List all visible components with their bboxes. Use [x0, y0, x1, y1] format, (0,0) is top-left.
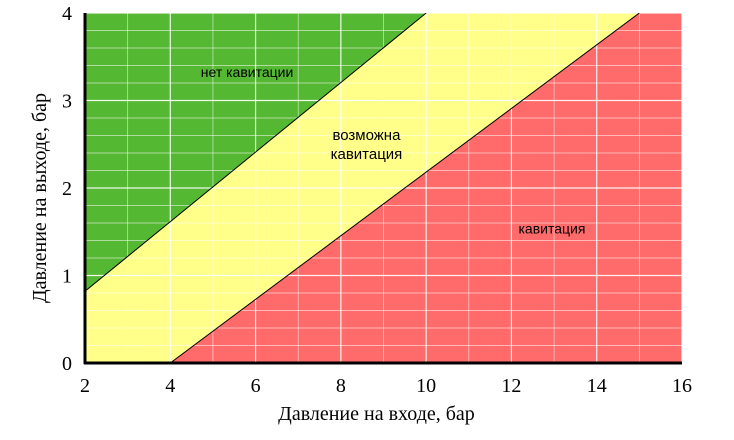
x-tick-label: 8	[336, 375, 346, 397]
y-tick-labels: 0 1 2 3 4	[62, 3, 72, 375]
x-tick-label: 6	[251, 375, 261, 397]
y-tick-label: 2	[62, 178, 72, 200]
x-tick-label: 10	[416, 375, 436, 397]
region-label-no-cavitation: нет кавитации	[201, 64, 294, 80]
boundary-line-2	[169, 13, 640, 363]
x-tick-label: 16	[672, 375, 692, 397]
x-tick-label: 2	[80, 375, 90, 397]
x-axis-title: Давление на входе, бар	[278, 403, 475, 425]
region-label-possible-cavitation: возможна кавитация	[331, 127, 403, 163]
region-label-cavitation: кавитация	[518, 221, 585, 237]
boundary-lines	[85, 13, 640, 363]
x-tick-labels: 2 4 6 8 10 12 14 16	[80, 375, 692, 397]
region-labels: нет кавитации возможна кавитация кавитация	[201, 64, 586, 237]
y-tick-label: 0	[62, 353, 72, 375]
x-tick-label: 14	[587, 375, 607, 397]
y-tick-label: 1	[62, 266, 72, 288]
y-axis-title: Давление на выходе, бар	[29, 93, 51, 303]
y-tick-label: 4	[62, 3, 72, 25]
y-tick-label: 3	[62, 91, 72, 113]
chart-axes	[83, 13, 682, 365]
x-tick-label: 4	[165, 375, 175, 397]
chart-grid	[85, 13, 682, 363]
boundary-line-1	[85, 13, 427, 292]
x-tick-label: 12	[501, 375, 521, 397]
